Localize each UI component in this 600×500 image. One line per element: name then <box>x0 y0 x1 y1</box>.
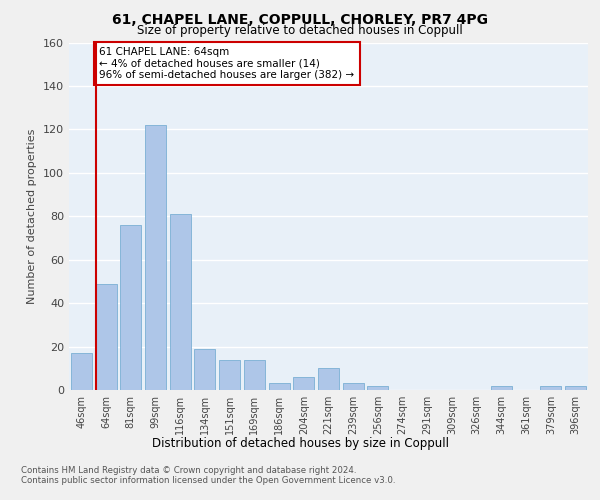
Bar <box>145 125 166 390</box>
Text: 61 CHAPEL LANE: 64sqm
← 4% of detached houses are smaller (14)
96% of semi-detac: 61 CHAPEL LANE: 64sqm ← 4% of detached h… <box>99 47 355 80</box>
Text: 61, CHAPEL LANE, COPPULL, CHORLEY, PR7 4PG: 61, CHAPEL LANE, COPPULL, CHORLEY, PR7 4… <box>112 12 488 26</box>
Bar <box>71 353 92 390</box>
Y-axis label: Number of detached properties: Number of detached properties <box>28 128 37 304</box>
Bar <box>194 348 215 390</box>
Bar <box>318 368 339 390</box>
Bar <box>95 284 116 390</box>
Bar <box>541 386 562 390</box>
Text: Size of property relative to detached houses in Coppull: Size of property relative to detached ho… <box>137 24 463 37</box>
Bar <box>170 214 191 390</box>
Bar <box>343 384 364 390</box>
Text: Contains HM Land Registry data © Crown copyright and database right 2024.: Contains HM Land Registry data © Crown c… <box>21 466 356 475</box>
Bar <box>491 386 512 390</box>
Bar <box>269 384 290 390</box>
Bar <box>293 377 314 390</box>
Text: Distribution of detached houses by size in Coppull: Distribution of detached houses by size … <box>151 438 449 450</box>
Bar <box>120 225 141 390</box>
Bar <box>367 386 388 390</box>
Text: Contains public sector information licensed under the Open Government Licence v3: Contains public sector information licen… <box>21 476 395 485</box>
Bar <box>565 386 586 390</box>
Bar <box>219 360 240 390</box>
Bar <box>244 360 265 390</box>
